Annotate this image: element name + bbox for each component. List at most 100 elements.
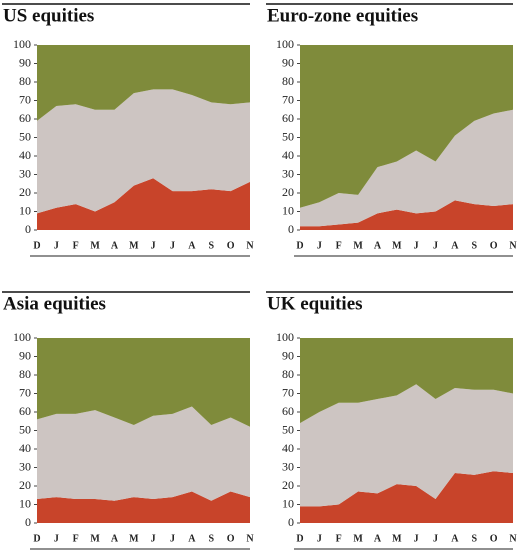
x-tick-label: O (227, 533, 235, 544)
y-tick-label: 80 (282, 367, 294, 381)
y-tick-label: 70 (19, 92, 31, 106)
area (300, 338, 513, 424)
chart-title: Euro-zone equities (267, 5, 418, 26)
y-tick-label: 10 (282, 203, 294, 217)
y-tick-label: 10 (282, 496, 294, 510)
x-tick-label: J (433, 240, 438, 251)
y-tick-label: 20 (282, 478, 294, 492)
x-tick-label: F (73, 240, 79, 251)
x-tick-label: N (509, 533, 517, 544)
chart-title: Asia equities (3, 293, 106, 314)
y-tick-label: 90 (19, 348, 31, 362)
x-tick-label: A (188, 533, 196, 544)
x-tick-label: D (33, 533, 40, 544)
y-tick-label: 60 (282, 404, 294, 418)
y-tick-label: 100 (276, 37, 294, 51)
y-tick-label: 30 (19, 166, 31, 180)
x-tick-label: A (111, 533, 119, 544)
y-tick-label: 60 (282, 111, 294, 125)
y-tick-label: 100 (276, 330, 294, 344)
x-tick-label: J (54, 533, 59, 544)
y-tick-label: 80 (282, 74, 294, 88)
x-tick-label: J (317, 533, 322, 544)
x-tick-label: D (33, 240, 40, 251)
x-tick-label: M (129, 533, 139, 544)
y-tick-label: 40 (282, 441, 294, 455)
area (300, 200, 513, 230)
y-tick-label: 50 (19, 129, 31, 143)
y-tick-label: 0 (25, 222, 31, 236)
y-tick-label: 40 (19, 441, 31, 455)
x-tick-label: A (374, 240, 382, 251)
area (37, 338, 250, 427)
y-tick-label: 100 (13, 330, 31, 344)
x-tick-label: J (54, 240, 59, 251)
x-tick-label: J (170, 240, 175, 251)
x-tick-label: O (227, 240, 235, 251)
x-tick-label: A (111, 240, 119, 251)
y-tick-label: 40 (282, 148, 294, 162)
x-tick-label: S (471, 533, 477, 544)
x-tick-label: M (90, 533, 100, 544)
x-tick-label: A (451, 533, 459, 544)
x-tick-label: D (296, 533, 303, 544)
chart-title: US equities (3, 5, 94, 26)
x-tick-label: J (317, 240, 322, 251)
y-tick-label: 30 (19, 459, 31, 473)
y-tick-label: 70 (282, 385, 294, 399)
y-tick-label: 90 (282, 348, 294, 362)
x-tick-label: N (246, 533, 254, 544)
x-tick-label: D (296, 240, 303, 251)
y-tick-label: 40 (19, 148, 31, 162)
x-tick-label: S (471, 240, 477, 251)
y-tick-label: 0 (25, 515, 31, 529)
area (37, 406, 250, 501)
x-tick-label: J (414, 533, 419, 544)
x-tick-label: J (433, 533, 438, 544)
y-tick-label: 50 (19, 422, 31, 436)
y-tick-label: 60 (19, 404, 31, 418)
y-tick-label: 60 (19, 111, 31, 125)
chart-title: UK equities (267, 293, 363, 314)
y-tick-label: 0 (288, 222, 294, 236)
y-tick-label: 50 (282, 129, 294, 143)
x-tick-label: M (90, 240, 100, 251)
y-tick-label: 100 (13, 37, 31, 51)
y-tick-label: 20 (19, 478, 31, 492)
area (37, 178, 250, 230)
x-tick-label: M (392, 533, 402, 544)
x-tick-label: J (414, 240, 419, 251)
area (37, 491, 250, 523)
y-tick-label: 20 (282, 185, 294, 199)
y-tick-label: 90 (19, 55, 31, 69)
x-tick-label: J (151, 240, 156, 251)
y-tick-label: 0 (288, 515, 294, 529)
y-tick-label: 80 (19, 367, 31, 381)
y-tick-label: 90 (282, 55, 294, 69)
area (300, 471, 513, 523)
x-tick-label: N (246, 240, 254, 251)
y-tick-label: 70 (19, 385, 31, 399)
x-tick-label: S (208, 533, 214, 544)
x-tick-label: O (490, 533, 498, 544)
area (300, 45, 513, 208)
y-tick-label: 70 (282, 92, 294, 106)
x-tick-label: A (451, 240, 459, 251)
y-tick-label: 10 (19, 496, 31, 510)
y-tick-label: 30 (282, 166, 294, 180)
x-tick-label: O (490, 240, 498, 251)
x-tick-label: S (208, 240, 214, 251)
y-tick-label: 10 (19, 203, 31, 217)
x-tick-label: A (374, 533, 382, 544)
x-tick-label: A (188, 240, 196, 251)
x-tick-label: M (353, 533, 363, 544)
x-tick-label: N (509, 240, 517, 251)
y-tick-label: 80 (19, 74, 31, 88)
x-tick-label: M (353, 240, 363, 251)
x-tick-label: M (129, 240, 139, 251)
x-tick-label: F (73, 533, 79, 544)
x-tick-label: F (336, 240, 342, 251)
x-tick-label: F (336, 533, 342, 544)
